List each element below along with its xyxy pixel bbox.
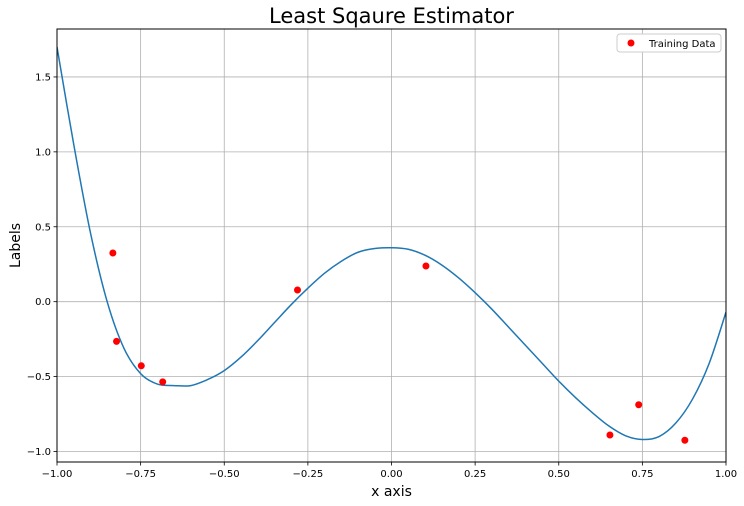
x-axis-label: x axis [371, 484, 412, 500]
y-tick-label: 0.0 [35, 297, 51, 308]
axis-ticks: −1.00 −0.75 −0.50 −0.25 0.00 0.25 0.50 0.75 1.00… [27, 72, 737, 480]
legend: Training Data [616, 33, 722, 53]
chart-title: Least Sqaure Estimator [269, 4, 514, 28]
plot-series [57, 46, 726, 444]
x-tick-label: 0.00 [380, 469, 402, 480]
legend-marker-training-data [627, 39, 635, 47]
legend-label-training-data: Training Data [648, 39, 716, 50]
x-tick-label: −0.50 [209, 469, 240, 480]
x-tick-label: −0.75 [125, 469, 156, 480]
x-tick-label: 1.00 [715, 469, 737, 480]
training-data-point [137, 362, 145, 370]
y-tick-label: 0.5 [35, 222, 51, 233]
training-data-point [422, 262, 430, 270]
fitted-curve-line [57, 46, 726, 441]
y-tick-label: −0.5 [27, 372, 51, 383]
training-data-point [294, 286, 302, 294]
legend-box [616, 33, 722, 53]
x-tick-label: −0.25 [293, 469, 324, 480]
x-tick-label: 0.25 [464, 469, 486, 480]
training-data-point [113, 337, 121, 345]
training-data-point [681, 436, 689, 444]
x-tick-label: −1.00 [42, 469, 73, 480]
training-data-point [109, 249, 117, 257]
y-tick-label: 1.5 [35, 72, 51, 83]
x-tick-label: 0.50 [548, 469, 570, 480]
training-data-point [606, 431, 614, 439]
y-tick-label: −1.0 [27, 447, 51, 458]
y-axis-label: Labels [8, 223, 24, 268]
training-data-point [159, 378, 167, 386]
training-data-point [635, 401, 643, 409]
y-tick-label: 1.0 [35, 147, 51, 158]
x-tick-label: 0.75 [631, 469, 653, 480]
